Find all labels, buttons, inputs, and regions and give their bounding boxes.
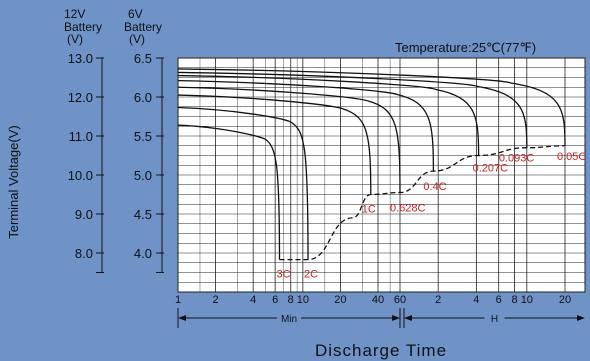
x-axis-label: Discharge Time (315, 341, 447, 360)
x-axis-tick-label: 10 (297, 294, 309, 306)
hour-arrow-head-right (577, 315, 585, 321)
end-voltage-curve (279, 145, 566, 261)
x-axis-tick-label: 40 (372, 294, 384, 306)
series-label-2C: 2C (304, 269, 318, 281)
y-axis-6v-tick-label: 6.5 (134, 51, 152, 66)
y-axis-12v-header-line: (V) (67, 32, 83, 46)
x-axis-tick-label: 1 (175, 294, 181, 306)
y-axis-6v: 6.5 6.0 5.5 5.0 4.5 4.0 (134, 51, 164, 273)
x-axis-tick-label: 6 (496, 294, 502, 306)
hour-arrow-head-left (404, 315, 412, 321)
x-axis-ticks: 1 2 4 6 8 10 20 40 60 2 4 6 8 10 20 (175, 294, 571, 306)
x-axis-tick-label: 8 (511, 294, 517, 306)
min-arrow-head-right (392, 315, 400, 321)
x-axis-tick-label: 60 (394, 294, 406, 306)
min-arrow-head-left (178, 315, 186, 321)
y-axis-6v-header-line: 6V (128, 7, 143, 21)
y-axis-6v-tick-label: 6.0 (134, 90, 152, 105)
y-axis-12v-tick-label: 12.0 (68, 90, 93, 105)
x-axis-tick-label: 4 (250, 294, 256, 306)
y-axis-12v-tick-label: 8.0 (75, 246, 93, 261)
y-axis-12v-tick-label: 13.0 (68, 51, 93, 66)
x-axis-tick-label: 6 (272, 294, 278, 306)
x-axis-tick-label: 20 (334, 294, 346, 306)
y-axis-12v-tick-label: 9.0 (75, 207, 93, 222)
series-label-0_05C: 0.05C (557, 151, 586, 163)
x-axis-units: Min H (177, 308, 585, 328)
x-axis-tick-label: 2 (435, 294, 441, 306)
y-axis-12v-tick-label: 10.0 (68, 168, 93, 183)
y-axis-label: Terminal Voltage(V) (6, 125, 21, 238)
x-axis-tick-label: 4 (473, 294, 479, 306)
discharge-curve-0_207C (177, 74, 480, 156)
x-axis-tick-label: 10 (521, 294, 533, 306)
y-axis-12v-tick-label: 11.0 (69, 129, 93, 144)
series-label-0_207C: 0.207C (473, 163, 509, 175)
discharge-curve-0_093C (177, 71, 528, 148)
chart-title: Temperature:25℃(77℉) (395, 40, 536, 55)
x-unit-hour-label: H (491, 314, 498, 325)
y-axis-12v-header-line: 12V (64, 7, 85, 21)
y-axis-6v-tick-label: 5.5 (134, 129, 152, 144)
series-label-3C: 3C (276, 269, 290, 281)
discharge-curve-0_05C (177, 68, 566, 146)
y-axis-12v: 13.0 12.0 11.0 10.0 9.0 8.0 (68, 51, 104, 273)
y-axis-6v-header-line: (V) (129, 32, 145, 46)
discharge-curve-1C (177, 94, 372, 195)
y-axis-12v-header-line: Battery (64, 20, 102, 34)
discharge-curve-3C (177, 124, 281, 260)
x-axis-tick-label: 2 (213, 294, 219, 306)
y-axis-6v-tick-label: 5.0 (134, 168, 152, 183)
discharge-curve-0_628C (177, 86, 401, 193)
y-axis-6v-tick-label: 4.5 (134, 207, 152, 222)
series-label-0_093C: 0.093C (499, 153, 535, 165)
y-axis-6v-header-line: Battery (124, 20, 162, 34)
discharge-curve-2C (177, 106, 309, 260)
x-unit-min-label: Min (281, 314, 297, 325)
y-axis-6v-tick-label: 4.0 (134, 246, 152, 261)
series-label-0_628C: 0.628C (390, 203, 426, 215)
series-label-0_4C: 0.4C (423, 181, 446, 193)
x-axis-tick-label: 8 (288, 294, 294, 306)
x-axis-tick-label: 20 (559, 294, 571, 306)
discharge-curves (177, 68, 566, 260)
series-label-1C: 1C (362, 204, 376, 216)
discharge-curve-0_4C (177, 79, 435, 172)
